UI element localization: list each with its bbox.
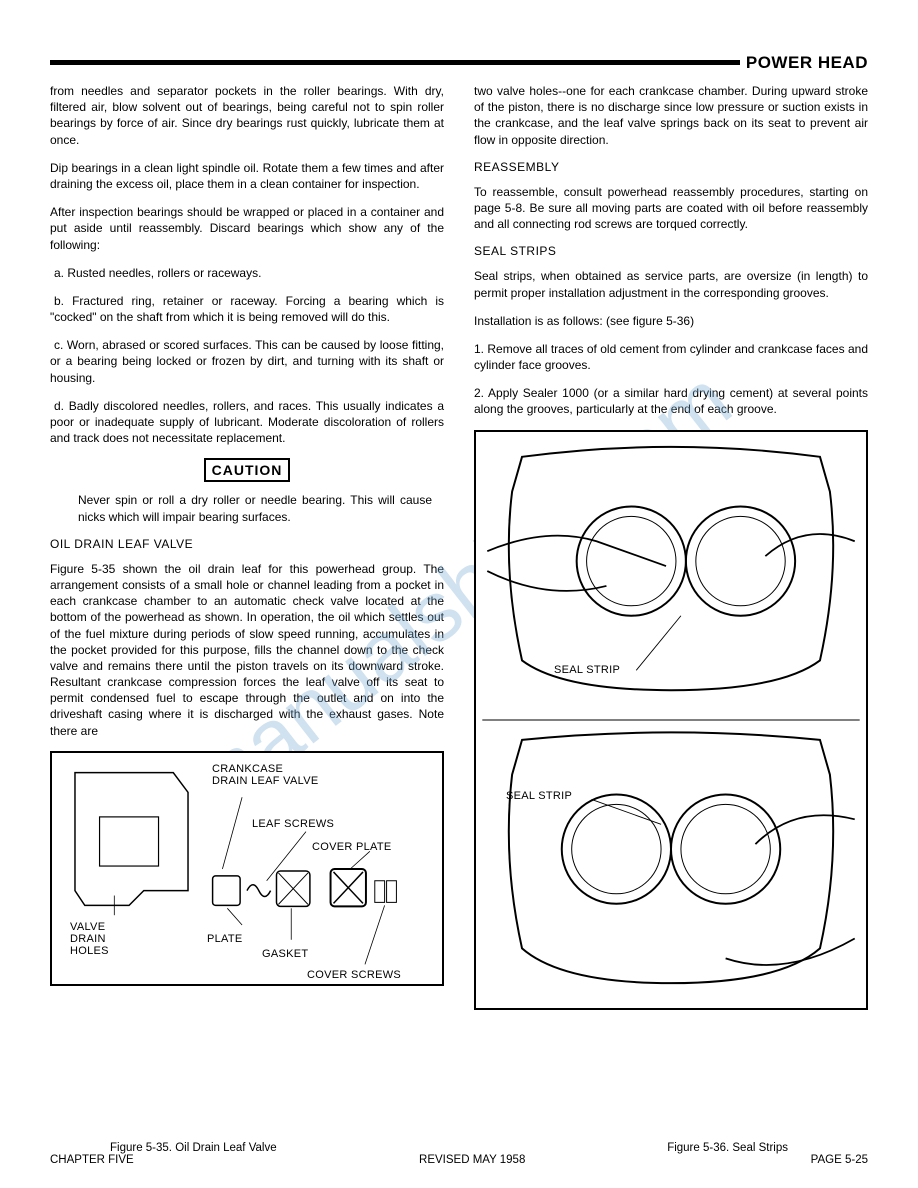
list-item-c: c. Worn, abrased or scored surfaces. Thi…: [50, 337, 444, 386]
fig-label: GASKET: [262, 948, 308, 960]
caution-container: CAUTION: [50, 458, 444, 482]
figure-5-36-svg: [476, 432, 866, 1008]
chapter-label: CHAPTER FIVE: [50, 1154, 134, 1166]
fig-label: PLATE: [207, 933, 243, 945]
page-number: PAGE 5-25: [811, 1154, 868, 1166]
left-column: from needles and separator pockets in th…: [50, 83, 444, 1010]
paragraph: Installation is as follows: (see figure …: [474, 313, 868, 329]
paragraph: 2. Apply Sealer 1000 (or a similar hard …: [474, 385, 868, 417]
footer-meta: CHAPTER FIVE REVISED MAY 1958 PAGE 5-25: [50, 1154, 868, 1166]
figure-5-35: CRANKCASE DRAIN LEAF VALVE LEAF SCREWS C…: [50, 751, 444, 986]
page: manualshive.com POWER HEAD from needles …: [0, 0, 918, 1188]
caution-body: Never spin or roll a dry roller or needl…: [78, 492, 432, 524]
list-item-a: a. Rusted needles, rollers or raceways.: [50, 265, 444, 281]
figure-5-36-caption: Figure 5-36. Seal Strips: [667, 1142, 788, 1154]
fig-label: SEAL STRIP: [506, 790, 572, 802]
paragraph: After inspection bearings should be wrap…: [50, 204, 444, 253]
figure-5-35-caption: Figure 5-35. Oil Drain Leaf Valve: [110, 1142, 277, 1154]
fig-label: SEAL STRIP: [554, 664, 620, 676]
fig-label: LEAF SCREWS: [252, 818, 334, 830]
paragraph: To reassemble, consult powerhead reassem…: [474, 184, 868, 233]
list-item-b: b. Fractured ring, retainer or raceway. …: [50, 293, 444, 325]
revised-label: REVISED MAY 1958: [134, 1154, 811, 1166]
section-heading: REASSEMBLY: [474, 160, 868, 174]
header-rule: POWER HEAD: [50, 60, 868, 65]
header-title: POWER HEAD: [740, 53, 868, 73]
fig-label: CRANKCASE DRAIN LEAF VALVE: [212, 763, 318, 787]
figure-5-35-svg: [52, 753, 442, 984]
fig-label: COVER PLATE: [312, 841, 392, 853]
figure-5-36: SEAL STRIP SEAL STRIP: [474, 430, 868, 1010]
columns: from needles and separator pockets in th…: [50, 83, 868, 1010]
paragraph: from needles and separator pockets in th…: [50, 83, 444, 148]
footer-captions: Figure 5-35. Oil Drain Leaf Valve Figure…: [50, 1142, 868, 1154]
paragraph: Seal strips, when obtained as service pa…: [474, 268, 868, 300]
paragraph: Figure 5-35 shown the oil drain leaf for…: [50, 561, 444, 739]
paragraph: Dip bearings in a clean light spindle oi…: [50, 160, 444, 192]
fig-label: VALVE DRAIN HOLES: [70, 921, 109, 957]
paragraph: 1. Remove all traces of old cement from …: [474, 341, 868, 373]
right-column: two valve holes--one for each crankcase …: [474, 83, 868, 1010]
paragraph: two valve holes--one for each crankcase …: [474, 83, 868, 148]
caution-label: CAUTION: [204, 458, 291, 482]
section-heading: OIL DRAIN LEAF VALVE: [50, 537, 444, 551]
section-heading: SEAL STRIPS: [474, 244, 868, 258]
footer: Figure 5-35. Oil Drain Leaf Valve Figure…: [50, 1142, 868, 1166]
fig-label: COVER SCREWS: [307, 969, 401, 981]
list-item-d: d. Badly discolored needles, rollers, an…: [50, 398, 444, 447]
